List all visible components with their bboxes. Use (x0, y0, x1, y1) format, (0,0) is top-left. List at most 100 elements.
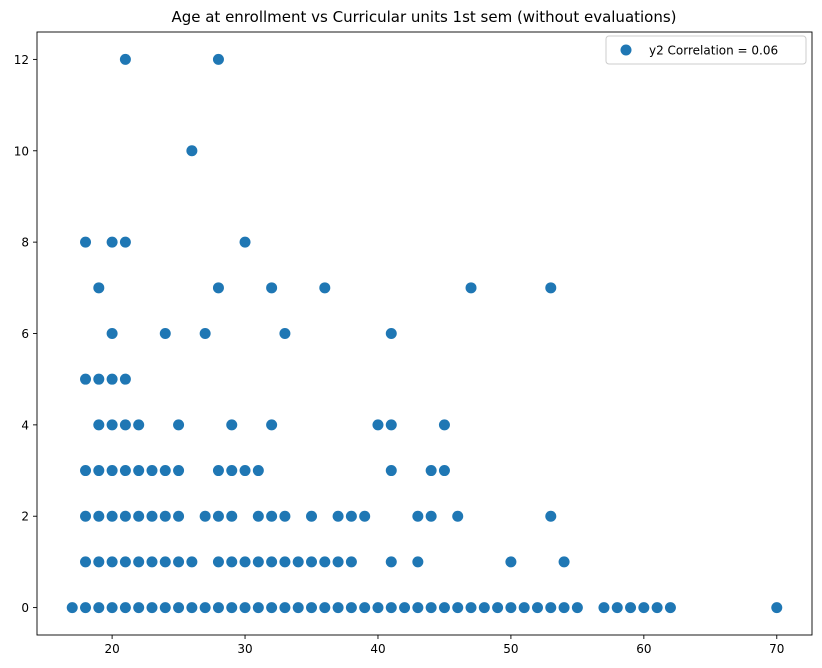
data-point (226, 510, 238, 522)
data-point (66, 602, 78, 614)
data-point (93, 419, 105, 431)
x-tick-label: 70 (769, 642, 784, 656)
data-point (212, 556, 224, 568)
data-point (226, 602, 238, 614)
data-point (438, 602, 450, 614)
data-point (119, 373, 131, 385)
data-point (226, 556, 238, 568)
data-point (651, 602, 663, 614)
data-point (478, 602, 490, 614)
data-point (239, 465, 251, 477)
data-point (173, 465, 185, 477)
data-point (266, 602, 278, 614)
data-point (119, 602, 131, 614)
data-point (266, 282, 278, 294)
data-point (399, 602, 411, 614)
data-point (80, 373, 92, 385)
data-point (385, 556, 397, 568)
data-point (212, 282, 224, 294)
data-point (465, 602, 477, 614)
data-point (345, 602, 357, 614)
data-point (173, 510, 185, 522)
data-point (119, 236, 131, 248)
data-point (199, 510, 211, 522)
y-axis-ticks: 0 2 4 6 8 10 12 (14, 53, 37, 615)
legend-marker (620, 44, 632, 56)
data-point (186, 145, 198, 157)
data-point (625, 602, 637, 614)
data-point (159, 328, 171, 339)
data-point (319, 556, 331, 568)
data-point (80, 236, 92, 248)
data-point (372, 419, 384, 431)
data-point (199, 602, 211, 614)
data-point (133, 419, 145, 431)
data-point (106, 465, 118, 477)
data-point (332, 602, 344, 614)
data-point (598, 602, 610, 614)
plot-frame (36, 31, 813, 636)
data-point (319, 602, 331, 614)
data-point (452, 602, 464, 614)
data-point (438, 465, 450, 477)
y-tick-label: 12 (14, 53, 29, 67)
data-point (292, 602, 304, 614)
data-point (545, 602, 557, 614)
y-tick-label: 2 (21, 510, 29, 524)
data-point (239, 602, 251, 614)
data-point (159, 465, 171, 477)
data-point (106, 419, 118, 431)
data-point (212, 53, 224, 65)
legend-box (605, 35, 807, 65)
data-point (106, 510, 118, 522)
data-point (505, 602, 517, 614)
data-point (80, 510, 92, 522)
data-point (425, 602, 437, 614)
legend-label: y2 Correlation = 0.06 (649, 44, 778, 58)
data-point (159, 556, 171, 568)
data-point (638, 602, 650, 614)
data-point (173, 419, 185, 431)
x-axis-ticks: 20 30 40 50 60 70 (104, 635, 784, 656)
x-tick-label: 40 (370, 642, 385, 656)
y-tick-label: 10 (14, 144, 29, 158)
data-point (505, 556, 517, 568)
data-point (173, 556, 185, 568)
data-point (319, 282, 331, 294)
data-points (66, 53, 783, 614)
data-point (212, 465, 224, 477)
data-point (252, 556, 264, 568)
data-point (345, 556, 357, 568)
data-point (212, 602, 224, 614)
data-point (119, 53, 131, 65)
data-point (372, 602, 384, 614)
data-point (106, 373, 118, 385)
data-point (252, 510, 264, 522)
data-point (239, 556, 251, 568)
data-point (80, 602, 92, 614)
data-point (664, 602, 676, 614)
data-point (292, 556, 304, 568)
data-point (186, 556, 198, 568)
data-point (146, 602, 158, 614)
data-point (159, 602, 171, 614)
data-point (385, 419, 397, 431)
data-point (771, 602, 783, 614)
data-point (558, 602, 570, 614)
data-point (93, 510, 105, 522)
data-point (212, 510, 224, 522)
data-point (332, 556, 344, 568)
data-point (93, 465, 105, 477)
data-point (266, 419, 278, 431)
data-point (279, 556, 291, 568)
data-point (359, 602, 371, 614)
data-point (279, 328, 291, 339)
legend: y2 Correlation = 0.06 (605, 35, 807, 65)
data-point (611, 602, 623, 614)
data-point (133, 556, 145, 568)
data-point (545, 282, 557, 294)
data-point (306, 556, 318, 568)
data-point (279, 602, 291, 614)
data-point (571, 602, 583, 614)
